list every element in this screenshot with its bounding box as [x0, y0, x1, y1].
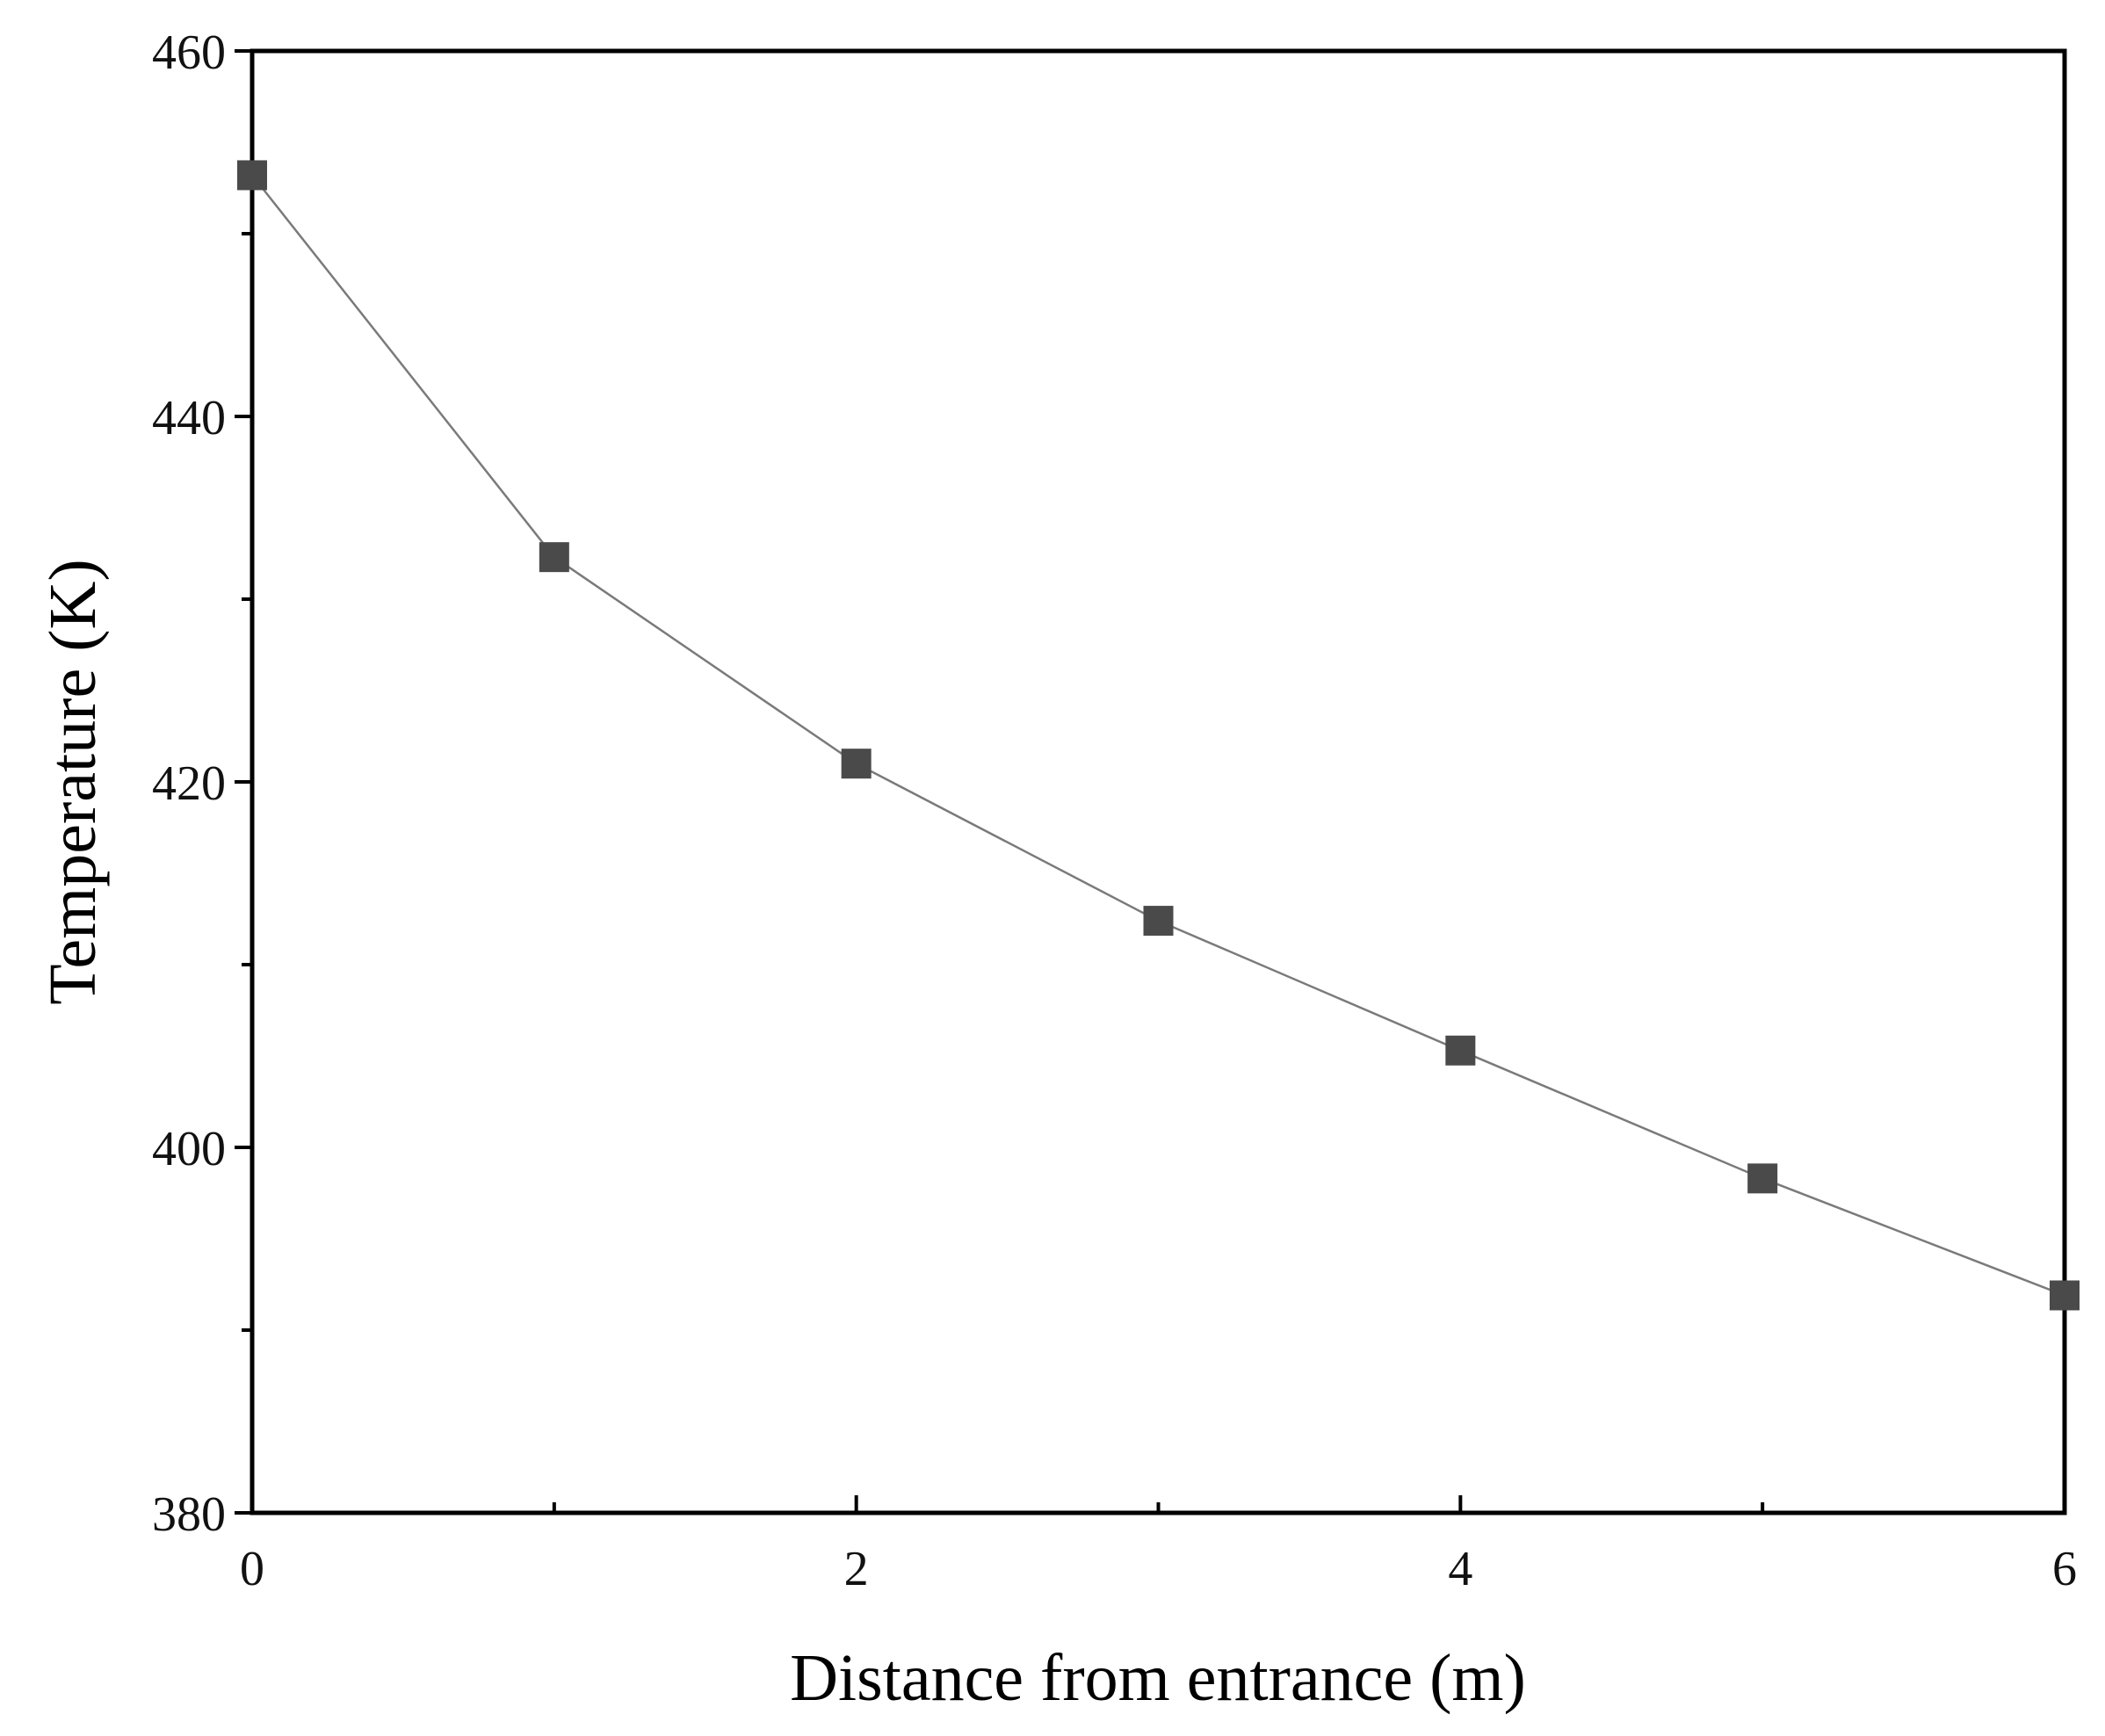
data-point-marker: [2050, 1280, 2080, 1311]
x-axis-title: Distance from entrance (m): [790, 1641, 1526, 1715]
major-ticks: [235, 49, 2066, 1515]
data-point-marker: [841, 749, 872, 779]
y-tick-labels: 380 400 420 440 460: [152, 25, 226, 1542]
x-tick-label: 4: [1448, 1542, 1472, 1596]
series-markers: [237, 160, 2080, 1311]
x-tick-label: 2: [844, 1542, 869, 1596]
x-tick-label: 0: [240, 1542, 264, 1596]
data-point-marker: [1143, 906, 1174, 937]
y-tick-label: 440: [152, 391, 226, 445]
y-tick-label: 400: [152, 1122, 226, 1176]
series-line: [251, 174, 2065, 1297]
plot-frame: [250, 48, 2067, 1515]
x-tick-labels: 0 2 4 6: [240, 1542, 2077, 1596]
minor-ticks: [242, 232, 1765, 1513]
data-point-marker: [539, 542, 569, 573]
x-tick-label: 6: [2052, 1542, 2077, 1596]
data-point-marker: [237, 160, 267, 191]
y-tick-label: 380: [152, 1487, 226, 1542]
y-axis-title: Temperature (K): [36, 559, 110, 1004]
data-point-marker: [1747, 1163, 1778, 1194]
y-tick-label: 420: [152, 756, 226, 811]
y-tick-label: 460: [152, 25, 226, 80]
data-point-marker: [1445, 1035, 1476, 1066]
